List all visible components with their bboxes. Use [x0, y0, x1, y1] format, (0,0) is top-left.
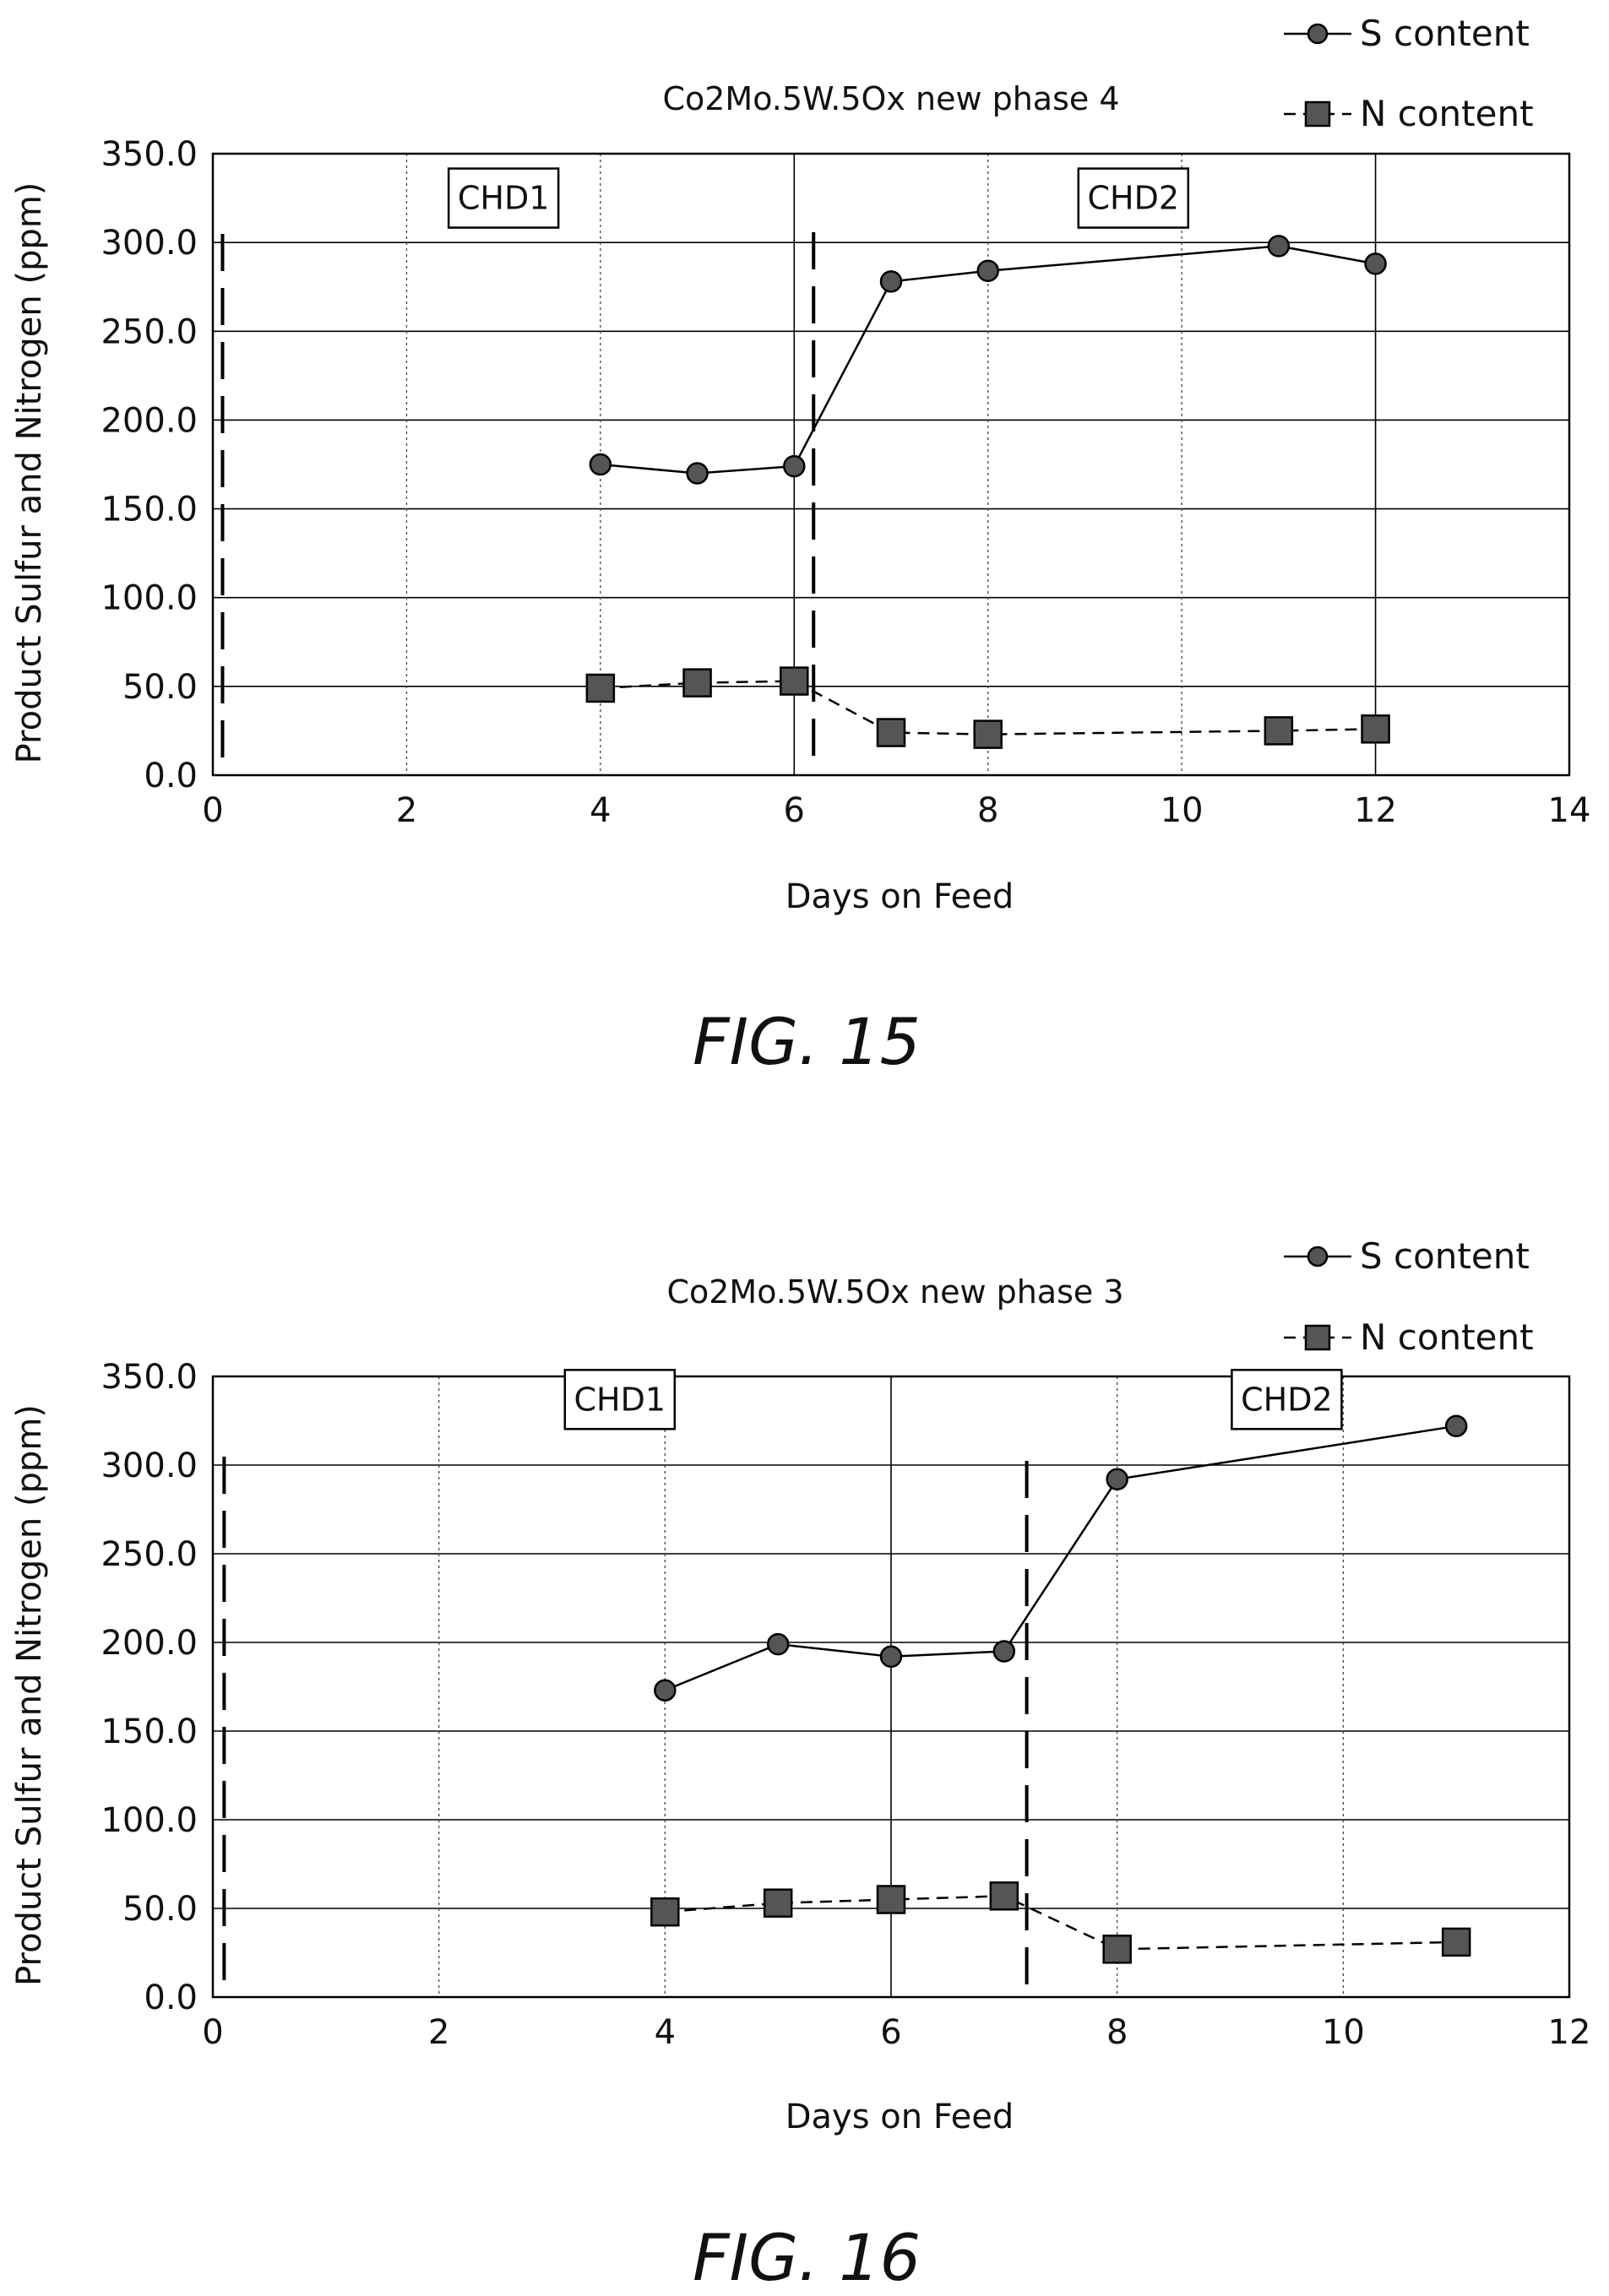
legend-label: N content — [1360, 1316, 1534, 1358]
n-content-point — [973, 719, 1003, 749]
s-content-point — [879, 270, 903, 293]
n-content-point — [1264, 716, 1294, 746]
x-tick-label: 10 — [1161, 791, 1204, 830]
plot-frame — [211, 1375, 1571, 1999]
y-axis-title: Product Sulfur and Nitrogen (ppm) — [10, 1404, 49, 1986]
x-tick-label: 8 — [977, 791, 998, 830]
s-content-point — [766, 1632, 790, 1656]
x-tick-label: 6 — [784, 791, 805, 830]
x-tick-label: 14 — [1548, 791, 1591, 830]
x-tick-label: 2 — [428, 2013, 449, 2052]
y-tick-label: 300.0 — [101, 224, 198, 263]
x-tick-label: 6 — [880, 2013, 901, 2052]
y-tick-label: 100.0 — [101, 1801, 198, 1840]
y-tick-label: 350.0 — [101, 1358, 198, 1397]
region-box — [447, 167, 560, 229]
y-tick-label: 250.0 — [101, 312, 198, 351]
y-tick-label: 150.0 — [101, 491, 198, 529]
y-tick-label: 200.0 — [101, 401, 198, 440]
chart-2: 0.0 50.0 100.0 150.0 200.0 250.0 300.0 350.0 0 2 4… — [10, 1235, 1590, 2295]
x-tick-label: 10 — [1322, 2013, 1365, 2052]
x-tick-label: 2 — [396, 791, 417, 830]
legend-marker-n — [1304, 100, 1331, 128]
n-content-point — [682, 668, 712, 697]
x-tick-label: 0 — [202, 791, 223, 830]
s-content-point — [783, 454, 806, 478]
n-content-point — [585, 673, 616, 703]
n-content-line — [665, 1895, 1457, 1951]
n-content-point — [763, 1888, 793, 1918]
legend-label: S content — [1360, 1235, 1530, 1277]
x-tick-label: 4 — [590, 791, 611, 830]
n-content-point — [876, 718, 906, 747]
figure-caption: FIG. 15 — [693, 1004, 921, 1079]
legend-marker-s — [1307, 23, 1329, 45]
n-content-point — [1441, 1927, 1471, 1957]
y-axis-title: Product Sulfur and Nitrogen (ppm) — [10, 182, 49, 764]
legend-label: S content — [1360, 13, 1530, 54]
n-content-point — [1102, 1935, 1132, 1964]
y-tick-label: 250.0 — [101, 1535, 198, 1574]
n-content-point — [780, 666, 809, 696]
region-box — [1077, 167, 1190, 229]
chart-1: 0.0 50.0 100.0 150.0 200.0 250.0 300.0 350.0 0 2 4… — [10, 13, 1590, 1079]
region-label: CHD2 — [1241, 1381, 1333, 1418]
y-tick-label: 350.0 — [101, 135, 198, 174]
s-content-point — [1267, 235, 1291, 258]
s-content-point — [589, 453, 612, 476]
figure-caption: FIG. 16 — [693, 2220, 921, 2295]
n-content-point — [650, 1897, 680, 1927]
region-box — [563, 1369, 677, 1430]
region-label: CHD1 — [458, 180, 550, 217]
region-label: CHD1 — [574, 1381, 666, 1418]
plot-frame — [211, 152, 1571, 777]
y-tick-label: 100.0 — [101, 579, 198, 618]
s-content-point — [1444, 1414, 1468, 1438]
s-content-point — [992, 1640, 1016, 1663]
x-tick-label: 12 — [1548, 2013, 1591, 2052]
x-axis-title: Days on Feed — [785, 877, 1014, 916]
x-tick-label: 0 — [202, 2013, 223, 2052]
region-label: CHD2 — [1088, 180, 1180, 217]
y-tick-label: 0.0 — [144, 757, 198, 795]
y-tick-label: 300.0 — [101, 1447, 198, 1485]
s-content-point — [686, 462, 709, 485]
x-tick-label: 12 — [1354, 791, 1397, 830]
s-content-point — [1106, 1468, 1128, 1491]
legend-label: N content — [1360, 93, 1534, 134]
n-content-point — [1361, 714, 1390, 744]
s-content-point — [976, 259, 999, 283]
chart-title: Co2Mo.5W.5Ox new phase 3 — [666, 1273, 1123, 1311]
x-tick-label: 8 — [1106, 2013, 1128, 2052]
chart-title: Co2Mo.5W.5Ox new phase 4 — [662, 80, 1119, 117]
x-axis-title: Days on Feed — [785, 2098, 1014, 2136]
s-content-point — [879, 1645, 903, 1669]
y-tick-label: 150.0 — [101, 1713, 198, 1751]
n-content-point — [989, 1881, 1019, 1911]
x-tick-label: 4 — [655, 2013, 676, 2052]
region-box — [1231, 1369, 1343, 1430]
n-content-point — [876, 1885, 906, 1914]
y-tick-label: 0.0 — [144, 1978, 198, 2017]
y-tick-label: 50.0 — [122, 668, 198, 707]
s-content-point — [1364, 252, 1387, 275]
legend-marker-n — [1304, 1324, 1331, 1351]
y-tick-label: 50.0 — [122, 1890, 198, 1929]
s-content-line — [664, 1425, 1457, 1691]
s-content-point — [654, 1679, 677, 1702]
y-tick-label: 200.0 — [101, 1624, 198, 1663]
legend-marker-s — [1307, 1246, 1329, 1267]
